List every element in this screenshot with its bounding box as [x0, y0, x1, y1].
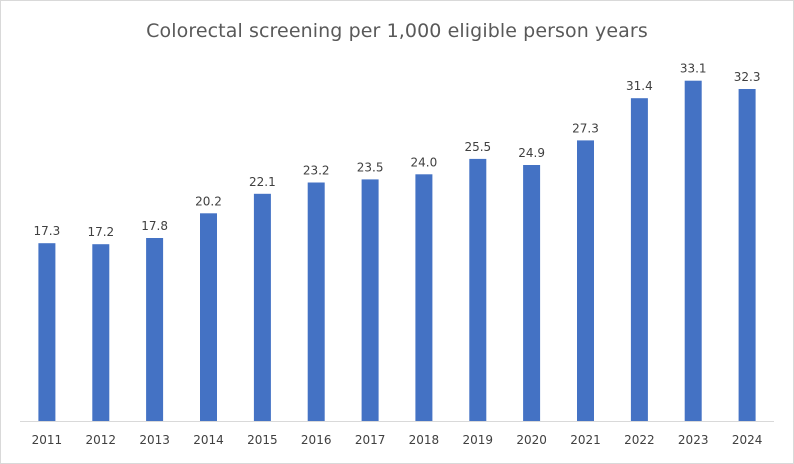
bar-2016 [307, 182, 325, 421]
data-label-2019: 25.5 [464, 140, 491, 154]
data-label-2017: 23.5 [357, 160, 384, 174]
x-tick-label-2014: 2014 [193, 433, 224, 447]
bar-2017 [361, 179, 379, 421]
bar-2013 [146, 238, 164, 421]
data-label-2012: 17.2 [87, 225, 114, 239]
data-label-2021: 27.3 [572, 121, 599, 135]
x-tick-label-2017: 2017 [355, 433, 386, 447]
bar-2020 [523, 165, 541, 421]
x-tick-label-2022: 2022 [624, 433, 655, 447]
data-label-2014: 20.2 [195, 194, 222, 208]
bar-2024 [738, 89, 756, 421]
x-tick-label-2021: 2021 [570, 433, 601, 447]
bar-2019 [469, 158, 487, 421]
bar-2011 [38, 243, 56, 421]
data-label-2020: 24.9 [518, 146, 545, 160]
bar-2018 [415, 174, 433, 421]
bar-2015 [253, 193, 271, 421]
x-tick-label-2020: 2020 [516, 433, 547, 447]
x-tick-label-2023: 2023 [678, 433, 709, 447]
data-label-2024: 32.3 [734, 70, 761, 84]
bar-2022 [630, 98, 648, 421]
x-tick-label-2018: 2018 [409, 433, 440, 447]
bar-2012 [92, 244, 110, 421]
bar-2023 [684, 80, 702, 421]
chart-title: Colorectal screening per 1,000 eligible … [146, 20, 648, 42]
x-tick-label-2012: 2012 [86, 433, 117, 447]
x-tick-label-2011: 2011 [32, 433, 63, 447]
data-label-2011: 17.3 [34, 224, 61, 238]
x-tick-label-2013: 2013 [139, 433, 170, 447]
data-label-2013: 17.8 [141, 219, 168, 233]
bar-2014 [200, 213, 217, 421]
data-label-2015: 22.1 [249, 175, 276, 189]
x-tick-label-2015: 2015 [247, 433, 278, 447]
data-label-2023: 33.1 [680, 62, 707, 76]
data-label-2016: 23.2 [303, 164, 330, 178]
x-tick-label-2016: 2016 [301, 433, 332, 447]
data-label-2022: 31.4 [626, 79, 653, 93]
x-tick-label-2024: 2024 [732, 433, 763, 447]
data-label-2018: 24.0 [411, 155, 438, 169]
x-tick-label-2019: 2019 [463, 433, 494, 447]
bar-2021 [577, 140, 594, 421]
